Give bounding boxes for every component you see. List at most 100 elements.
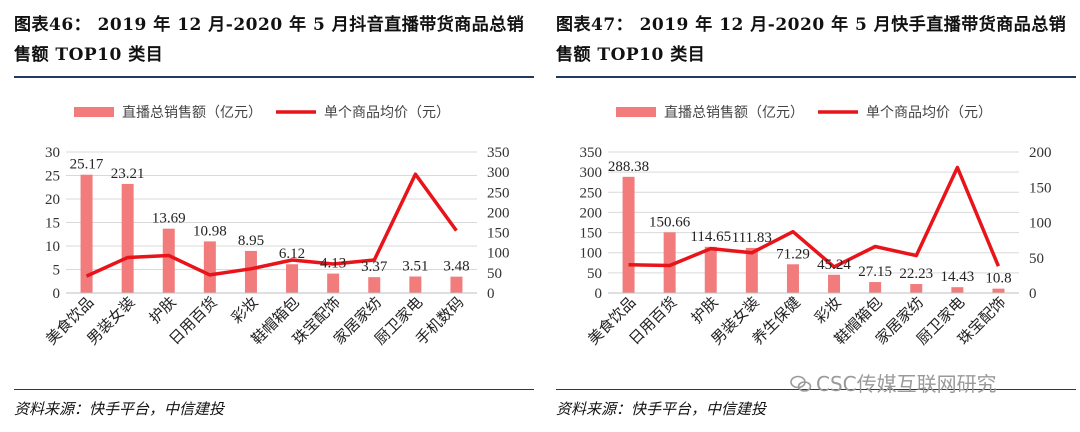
watermark: CSC传媒互联网研究 xyxy=(790,368,997,397)
title-rule-right xyxy=(556,76,1076,78)
y-right-tick-label: 250 xyxy=(487,185,510,201)
bar-data-label: 22.23 xyxy=(899,266,933,282)
y-left-tick-label: 30 xyxy=(45,145,60,161)
figure-title-left: 图表46： 2019 年 12 月-2020 年 5 月抖音直播带货商品总销 售… xyxy=(14,10,534,70)
bar-data-label: 114.65 xyxy=(690,229,731,245)
y-left-tick-label: 50 xyxy=(587,266,602,282)
legend-label-bar: 直播总销售额（亿元） xyxy=(664,104,804,121)
source-note-left: 资料来源：快手平台，中信建投 xyxy=(14,400,225,418)
y-left-tick-label: 20 xyxy=(45,192,60,208)
bar-data-label: 8.95 xyxy=(238,233,264,249)
y-left-tick-label: 250 xyxy=(580,185,603,201)
chart-legend: 直播总销售额（亿元） 单个商品均价（元） xyxy=(616,104,992,121)
chart-right: 直播总销售额（亿元） 单个商品均价（元） 0 50 100 150 200 250 300 350… xyxy=(580,104,1052,348)
chart-legend: 直播总销售额（亿元） 单个商品均价（元） xyxy=(74,104,450,121)
bar-data-label: 150.66 xyxy=(649,214,691,230)
legend-label-line: 单个商品均价（元） xyxy=(866,105,992,121)
bar-data-label: 45.24 xyxy=(817,257,851,273)
y-right-tick-label: 0 xyxy=(487,286,495,302)
bar xyxy=(80,174,93,293)
bar xyxy=(244,250,257,293)
figure-title-right-line2: 售额 TOP10 类目 xyxy=(556,45,706,65)
bar xyxy=(121,183,134,293)
bar-data-label: 4.13 xyxy=(320,256,346,272)
bar xyxy=(745,247,758,293)
y-right-tick-label: 200 xyxy=(487,205,510,221)
bar-data-label: 111.83 xyxy=(732,230,772,246)
x-tick-label: 护肤 xyxy=(688,293,722,327)
bar-data-label: 3.51 xyxy=(402,259,428,275)
bar xyxy=(992,288,1005,293)
bar xyxy=(450,276,463,293)
y-right-tick-label: 350 xyxy=(487,145,510,161)
x-tick-label: 彩妆 xyxy=(228,293,262,327)
y-left-tick-label: 25 xyxy=(45,169,60,185)
bar xyxy=(409,276,422,293)
bar-data-label: 14.43 xyxy=(940,269,974,285)
source-rule-right xyxy=(556,389,1076,390)
figure-title-right: 图表47： 2019 年 12 月-2020 年 5 月快手直播带货商品总销 售… xyxy=(556,10,1076,70)
bar-data-label: 3.48 xyxy=(443,259,469,275)
title-rule-left xyxy=(14,76,534,78)
y-left-tick-label: 0 xyxy=(53,286,61,302)
y-right-tick-label: 50 xyxy=(1029,251,1044,267)
x-tick-label: 彩妆 xyxy=(811,293,845,327)
line-series xyxy=(85,172,458,278)
y-left-tick-label: 5 xyxy=(53,263,61,279)
bar xyxy=(910,284,923,293)
y-left-tick-label: 10 xyxy=(45,239,60,255)
legend-label-bar: 直播总销售额（亿元） xyxy=(122,104,262,121)
chart-panel-left: 图表46： 2019 年 12 月-2020 年 5 月抖音直播带货商品总销 售… xyxy=(14,0,534,432)
bar xyxy=(162,228,175,293)
chart-left: 直播总销售额（亿元） 单个商品均价（元）051015202530050100150… xyxy=(42,104,510,348)
bar-data-label: 288.38 xyxy=(608,159,649,175)
bar xyxy=(786,264,799,293)
bar xyxy=(704,246,717,293)
figure-title-right-line1: 图表47： 2019 年 12 月-2020 年 5 月快手直播带货商品总销 xyxy=(556,15,1067,35)
legend-label-line: 单个商品均价（元） xyxy=(324,105,450,121)
bar xyxy=(869,282,882,293)
y-right-tick-label: 50 xyxy=(487,266,502,282)
y-left-tick-label: 0 xyxy=(595,286,603,302)
source-rule-left xyxy=(14,389,534,390)
y-right-tick-label: 200 xyxy=(1029,145,1052,161)
y-right-tick-label: 100 xyxy=(1029,216,1052,232)
bar xyxy=(951,287,964,293)
y-left-tick-label: 350 xyxy=(580,145,603,161)
x-tick-label: 护肤 xyxy=(146,293,180,327)
bar xyxy=(663,232,676,293)
watermark-text: CSC传媒互联网研究 xyxy=(816,372,997,396)
y-left-tick-label: 200 xyxy=(580,205,603,221)
y-right-tick-label: 0 xyxy=(1029,286,1037,302)
y-right-tick-label: 150 xyxy=(1029,180,1052,196)
bar-data-label: 25.17 xyxy=(70,157,104,173)
bar-data-label: 71.29 xyxy=(776,246,810,262)
bar-data-label: 23.21 xyxy=(111,166,145,182)
wechat-icon xyxy=(790,375,812,392)
y-right-tick-label: 100 xyxy=(487,246,510,262)
y-left-tick-label: 150 xyxy=(580,226,603,242)
bar xyxy=(286,264,299,293)
y-right-tick-label: 300 xyxy=(487,165,510,181)
figure-title-left-line1: 图表46： 2019 年 12 月-2020 年 5 月抖音直播带货商品总销 xyxy=(14,15,525,35)
bar xyxy=(327,273,340,293)
source-note-right: 资料来源：快手平台，中信建投 xyxy=(556,400,767,418)
bar-data-label: 10.8 xyxy=(985,271,1011,287)
bar-data-label: 27.15 xyxy=(858,264,892,280)
bar-data-label: 13.69 xyxy=(152,211,186,227)
bar-data-label: 6.12 xyxy=(279,246,305,262)
bar-data-label: 3.37 xyxy=(361,259,388,275)
bar xyxy=(203,241,216,293)
legend-swatch-bar xyxy=(616,107,656,117)
bar-data-label: 10.98 xyxy=(193,223,227,239)
bar xyxy=(368,277,381,293)
chart-panel-right: 图表47： 2019 年 12 月-2020 年 5 月快手直播带货商品总销 售… xyxy=(556,0,1076,432)
bar xyxy=(622,176,635,293)
line-series xyxy=(628,165,1001,269)
bar xyxy=(828,274,841,293)
figure-title-left-line2: 售额 TOP10 类目 xyxy=(14,45,164,65)
y-left-tick-label: 300 xyxy=(580,165,603,181)
legend-swatch-bar xyxy=(74,107,114,117)
y-left-tick-label: 15 xyxy=(45,216,60,232)
y-left-tick-label: 100 xyxy=(580,246,603,262)
